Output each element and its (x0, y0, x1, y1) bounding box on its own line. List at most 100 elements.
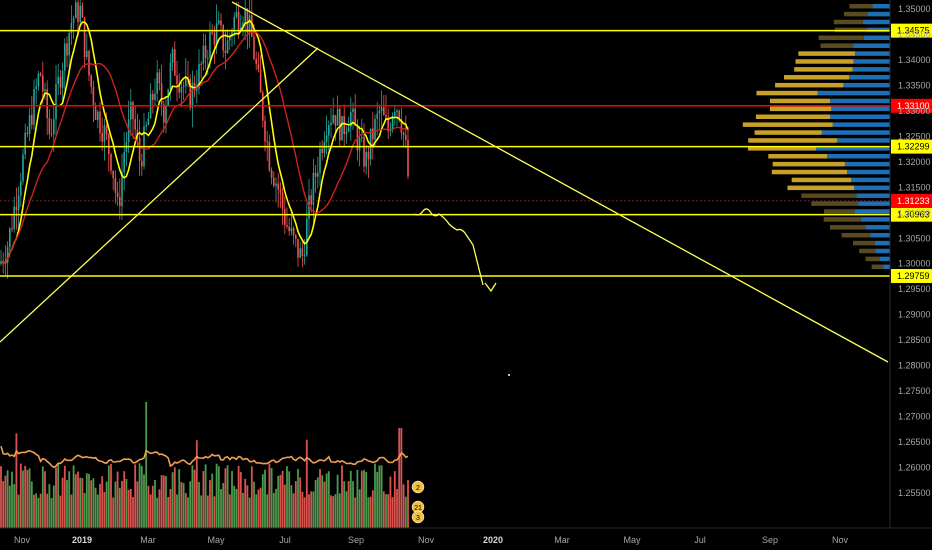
candle-body (152, 93, 154, 101)
projection-arrow-path (413, 208, 484, 286)
candle-body (147, 118, 150, 125)
candle-body (385, 114, 387, 118)
candle-body (235, 11, 238, 17)
profile-bar-gold (859, 248, 876, 254)
profile-bar-gold (824, 209, 855, 214)
candle-body (288, 226, 290, 232)
x-tick-label: 2019 (72, 535, 92, 545)
volume-bar (237, 465, 240, 528)
candle-body (273, 177, 275, 186)
x-tick-label: Nov (14, 535, 31, 545)
candle-body (297, 238, 299, 258)
x-tick-label: Mar (140, 535, 156, 545)
volume-bar (114, 481, 117, 528)
volume-bar (33, 494, 35, 528)
volume-bar (266, 494, 269, 528)
volume-bar (246, 485, 249, 528)
candle-body (213, 33, 216, 45)
x-tick-label: Jul (694, 535, 706, 545)
level-label-box (891, 207, 932, 222)
y-tick-label: 1.25500 (898, 488, 931, 498)
volume-bar (222, 483, 225, 528)
price-axis[interactable]: 1.35000 1.34500 1.34000 1.33500 1.33000 1.325… (889, 0, 931, 528)
volume-bar (17, 494, 20, 528)
candle-body (79, 5, 81, 23)
candle-body (301, 248, 304, 256)
candle-body (207, 57, 209, 59)
candle-body (37, 73, 40, 87)
candle-body (202, 45, 205, 64)
y-tick-label: 1.33500 (898, 80, 931, 90)
volume-bar (402, 484, 405, 528)
candle-body (24, 132, 26, 155)
y-tick-label: 1.28000 (898, 361, 931, 371)
volume-bar (378, 465, 381, 528)
candle-body (6, 247, 9, 263)
candle-body (295, 235, 297, 239)
candle-body (132, 102, 134, 120)
volume-bar (338, 493, 341, 528)
candle-body (121, 172, 123, 207)
candle-body (321, 148, 323, 153)
level-label-box (891, 23, 932, 38)
volume-bar (154, 480, 156, 528)
volume-bar (217, 466, 220, 528)
candle-body (101, 133, 103, 142)
candle-body (20, 181, 22, 196)
volume-bar (178, 469, 181, 528)
volume-bar (407, 479, 409, 528)
profile-bar-gold (754, 130, 822, 135)
volume-bar (279, 474, 282, 528)
profile-bar-gold (871, 264, 884, 270)
volume-bar (88, 473, 90, 528)
candle-body (13, 206, 15, 230)
volume-bar (79, 477, 82, 528)
volume-bar (268, 463, 271, 528)
volume-bar (200, 495, 203, 528)
stray-dot (508, 374, 510, 376)
candle-body (398, 110, 400, 120)
horizontal-levels: 1.34575 1.33100 1.32299 1.30963 1.29759 1.312… (0, 23, 932, 284)
y-tick-label: 1.31500 (898, 182, 931, 192)
candle-body (97, 111, 99, 120)
volume-bar (198, 481, 200, 528)
volume-bar (191, 465, 194, 528)
current-price-label-text: 1.31233 (897, 196, 930, 206)
volume-bar (277, 475, 280, 528)
descending-trendline (231, 1, 889, 363)
volume-bar (184, 493, 187, 528)
profile-bar-blue (844, 161, 890, 167)
profile-bar-gold (772, 161, 845, 167)
profile-bar-blue (874, 240, 890, 246)
candle-body (169, 62, 172, 90)
candle-body (158, 72, 161, 84)
profile-bar-gold (795, 59, 854, 64)
y-tick-label: 1.32500 (898, 131, 931, 141)
candle-body (257, 64, 260, 70)
volume-bar (400, 428, 403, 528)
volume-bar (92, 478, 95, 528)
volume-bar (299, 477, 302, 528)
volume-bar (116, 471, 119, 528)
profile-bar-blue (875, 248, 890, 254)
candle-body (312, 172, 315, 205)
candle-body (39, 73, 42, 76)
candle-body (112, 170, 114, 179)
candle-body (345, 131, 348, 135)
volume-bar (283, 484, 286, 528)
moving-average-fast (0, 19, 409, 264)
candle-body (35, 86, 37, 89)
profile-bar-blue (870, 232, 890, 238)
candle-body (211, 32, 213, 34)
level-label-text: 1.34575 (897, 26, 930, 36)
time-axis[interactable]: Nov 2019 Mar May Jul Sep Nov 2020 Mar May Jul Sep No… (0, 527, 932, 545)
candle-body (352, 108, 354, 113)
volume-bar (380, 465, 383, 528)
volume-bar (312, 491, 315, 528)
volume-bar (253, 481, 255, 528)
candle-body (266, 141, 268, 143)
profile-bar-gold (801, 193, 857, 198)
candle-body (334, 115, 337, 126)
y-tick-label: 1.27000 (898, 412, 931, 422)
